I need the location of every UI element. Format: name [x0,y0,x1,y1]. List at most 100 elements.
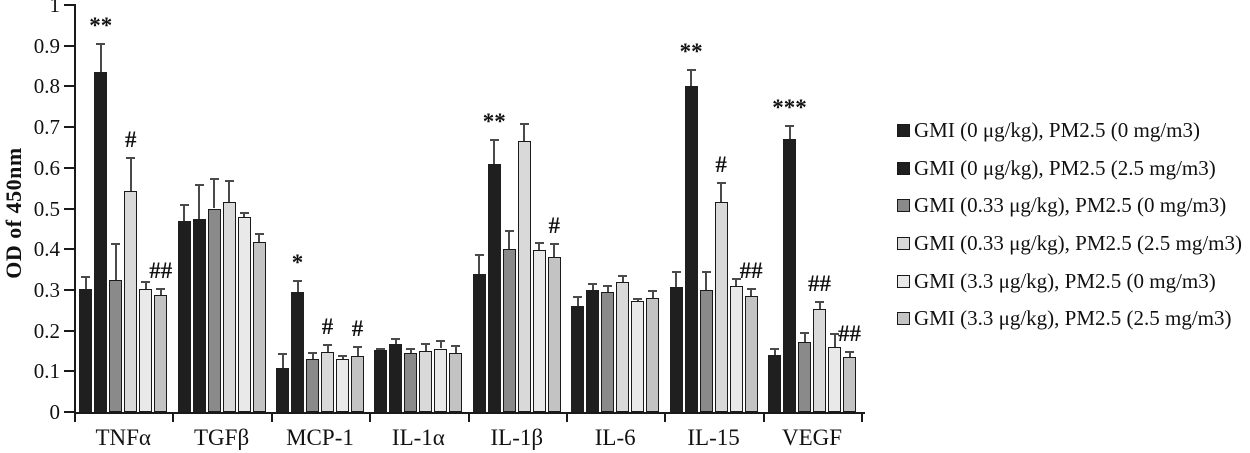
bar-s2-IL-1β [487,164,501,412]
error-bar [848,351,851,357]
error-bar [606,285,609,292]
significance-marker: ## [739,257,763,283]
error-bar-cap [81,275,91,278]
bar-s5-IL-15 [729,285,743,412]
bar-s4-MCP-1 [320,352,335,412]
error-bar-cap [111,242,121,245]
bar-s5-IL-1β [532,250,546,412]
error-bar [159,289,162,296]
error-bar [198,185,201,220]
bar-s4-IL-6 [616,282,630,412]
y-tick-mark [64,329,74,332]
y-tick-mark [64,166,74,169]
y-tick-mark [64,411,74,413]
significance-marker: ## [149,258,173,284]
error-bar [296,280,299,292]
bar-s4-VEGF [812,309,827,412]
bar-s6-VEGF [842,356,857,412]
y-tick-mark [64,207,74,210]
bar-s4-IL-15 [714,201,728,412]
error-bar-cap [391,337,401,340]
error-bar-cap [534,242,544,245]
error-bar-cap [603,284,613,287]
error-bar [538,243,541,250]
bar-s3-IL-15 [699,289,713,412]
error-bar-cap [686,69,696,72]
bar-s6-IL-1α [449,353,463,412]
legend-label: GMI (3.3 μg/kg), PM2.5 (0 mg/m3) [914,268,1216,293]
bar-s3-IL-1β [502,249,516,412]
error-bar [394,338,397,345]
bar-s6-IL-1β [547,256,561,412]
x-tick-mark [861,414,864,422]
bar-s5-IL-1α [434,348,448,412]
bar-s2-IL-1α [389,344,403,412]
x-axis-label: IL-1β [490,425,544,450]
significance-marker: * [291,249,304,275]
error-bar [424,344,427,351]
error-bar-cap [633,298,643,301]
legend-swatch [897,124,910,138]
bar-s1-TNFα [79,289,93,412]
legend-item: GMI (0.33 μg/kg), PM2.5 (2.5 mg/m3) [897,225,1242,263]
error-bar [508,230,511,250]
legend-swatch [897,237,910,251]
significance-marker: # [715,152,727,178]
legend-swatch [897,161,910,175]
error-bar [750,288,753,296]
bar-s5-MCP-1 [335,359,350,412]
bar-s6-MCP-1 [350,355,365,412]
significance-marker: ** [679,39,703,65]
bar-s3-MCP-1 [305,359,320,412]
error-bar [478,255,481,275]
error-bar-cap [353,346,362,349]
y-tick-mark [64,4,74,6]
error-bar-cap [671,270,681,273]
x-axis-label: TGFβ [194,425,250,450]
error-bar [409,348,412,354]
error-bar [690,70,693,87]
y-tick-label: 0.5 [33,196,60,221]
error-bar [675,271,678,288]
bar-s4-TNFα [124,191,138,412]
error-bar-cap [830,333,839,336]
bar-s2-IL-6 [586,289,600,412]
error-bar [788,125,791,140]
legend-item: GMI (3.3 μg/kg), PM2.5 (2.5 mg/m3) [897,300,1242,338]
x-tick-mark [762,414,765,422]
error-bar [183,204,186,221]
y-tick-label: 0.1 [33,359,60,384]
error-bar [341,356,344,360]
error-bar [803,332,806,342]
error-bar-cap [96,43,106,46]
error-bar [144,281,147,290]
x-axis-line [74,412,866,414]
error-bar-cap [224,179,234,182]
legend-label: GMI (3.3 μg/kg), PM2.5 (2.5 mg/m3) [914,306,1232,331]
error-bar-cap [785,124,794,127]
significance-marker: # [321,314,334,340]
error-bar-cap [126,156,136,159]
error-bar-cap [648,289,658,292]
error-bar-cap [278,353,287,356]
error-bar-cap [436,339,446,342]
significance-marker: ** [89,13,113,39]
error-bar-cap [845,350,854,353]
x-tick-mark [467,414,470,422]
error-bar-cap [141,280,151,283]
bar-s1-IL-15 [669,287,683,412]
error-bar [705,271,708,290]
legend-item: GMI (3.3 μg/kg), PM2.5 (0 mg/m3) [897,262,1242,300]
bar-s2-TGFβ [192,219,206,412]
error-bar-cap [194,184,204,187]
legend-item: GMI (0 μg/kg), PM2.5 (2.5 mg/m3) [897,150,1242,188]
x-tick-mark [664,414,667,422]
significance-marker: # [548,213,561,239]
error-bar [281,354,284,368]
error-bar-cap [549,243,559,246]
bar-s1-MCP-1 [275,367,290,412]
error-bar [243,213,246,218]
error-bar [773,348,776,356]
legend-swatch [897,274,910,288]
